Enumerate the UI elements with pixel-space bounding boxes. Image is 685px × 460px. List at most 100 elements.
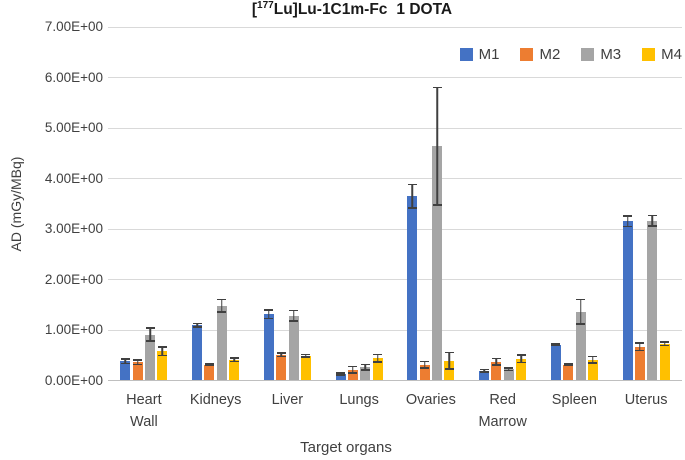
error-bar-bottom-cap [432, 204, 442, 207]
bar-m3-red-marrow [503, 369, 514, 380]
bar-m3-heart-wall [145, 334, 156, 380]
error-bar-m4-spleen [588, 355, 598, 364]
bar-m2-heart-wall [132, 362, 143, 380]
x-category-label-spleen: Spleen [551, 392, 597, 408]
error-bar-stem [339, 371, 342, 376]
legend: M1 M2 M3 M4 [459, 46, 682, 63]
error-bar-top-cap [660, 341, 670, 343]
error-bar-top-cap [276, 352, 286, 354]
error-bar-m1-ovaries [407, 183, 417, 210]
error-bar-stem [292, 309, 295, 322]
gridline-6 [108, 77, 682, 79]
error-bar-m4-kidneys [229, 357, 239, 363]
error-bar-m2-red-marrow [491, 357, 501, 366]
error-bar-m1-heart-wall [120, 358, 130, 365]
error-bar-top-cap [348, 365, 358, 368]
error-bar-stem [626, 215, 629, 228]
error-bar-stem [376, 353, 379, 363]
error-bar-stem [364, 363, 367, 371]
error-bar-m1-liver [264, 309, 274, 320]
error-bar-top-cap [145, 327, 155, 330]
y-tick-label-6: 6.00E+00 [44, 69, 103, 85]
error-bar-top-cap [217, 298, 227, 301]
plot-area [108, 26, 682, 381]
bar-m3-ovaries [432, 146, 443, 380]
x-category-label-liver: Liver [271, 392, 304, 408]
error-bar-top-cap [588, 355, 598, 358]
bar-m3-liver [288, 315, 299, 380]
error-bar-m4-heart-wall [157, 346, 167, 357]
legend-swatch-m2-icon [520, 48, 534, 61]
bar-m2-kidneys [204, 364, 215, 380]
y-tick-label-4: 4.00E+00 [44, 170, 103, 186]
error-bar-top-cap [289, 309, 299, 312]
error-bar-top-cap [635, 342, 645, 344]
bar-m1-kidneys [192, 325, 203, 380]
bar-m1-ovaries [407, 196, 418, 380]
error-bar-m1-uterus [623, 215, 633, 228]
y-tick-label-7: 7.00E+00 [44, 19, 103, 34]
error-bar-bottom-cap [479, 371, 489, 373]
bar-m1-heart-wall [120, 361, 131, 380]
y-tick-label-0: 0.00E+00 [44, 373, 103, 388]
error-bar-m2-kidneys [204, 363, 214, 367]
error-bar-bottom-cap [491, 364, 501, 366]
bar-m1-liver [263, 314, 274, 380]
error-bar-stem [639, 342, 641, 352]
error-bar-top-cap [479, 368, 489, 371]
error-bar-top-cap [551, 343, 561, 345]
error-bar-stem [423, 360, 426, 369]
error-bar-stem [305, 353, 307, 358]
bar-m4-heart-wall [157, 351, 168, 380]
bar-m4-liver [300, 355, 311, 380]
error-bar-bottom-cap [348, 372, 358, 374]
title-isotope-superscript: 177 [257, 0, 274, 11]
error-bar-stem [136, 359, 139, 366]
error-bar-bottom-cap [660, 344, 670, 347]
error-bar-stem [508, 367, 510, 372]
legend-label-m3: M3 [600, 46, 622, 63]
error-bar-stem [520, 354, 522, 364]
bar-m4-red-marrow [516, 358, 527, 380]
error-bar-bottom-cap [229, 360, 239, 363]
error-bar-m4-ovaries [444, 351, 454, 370]
error-bar-stem [663, 341, 666, 347]
error-bar-bottom-cap [276, 355, 286, 358]
error-bar-top-cap [120, 358, 130, 360]
legend-item-m2: M2 [520, 46, 560, 63]
x-category-label-lungs: Lungs [339, 392, 379, 408]
error-bar-bottom-cap [289, 320, 299, 322]
error-bar-m4-lungs [373, 353, 383, 363]
error-bar-stem [592, 355, 594, 364]
x-category-label-red-marrow: Red Marrow [478, 392, 527, 430]
x-axis-title: Target organs [300, 439, 392, 456]
error-bar-top-cap [647, 214, 657, 217]
bar-m4-ovaries [444, 360, 455, 380]
bar-m1-spleen [550, 344, 561, 380]
error-bar-top-cap [336, 371, 346, 374]
bar-m3-kidneys [216, 305, 227, 380]
error-bar-m4-uterus [660, 341, 670, 347]
error-bar-top-cap [563, 363, 573, 365]
bar-m2-liver [276, 354, 287, 380]
error-bar-m2-liver [276, 352, 286, 358]
error-bar-bottom-cap [504, 369, 514, 372]
bar-m4-uterus [659, 343, 670, 380]
error-bar-top-cap [516, 354, 526, 356]
bar-m2-uterus [634, 346, 645, 380]
error-bar-top-cap [420, 360, 430, 363]
error-bar-stem [161, 346, 164, 357]
legend-item-m1: M1 [459, 46, 499, 63]
error-bar-m3-ovaries [432, 86, 442, 207]
error-bar-bottom-cap [516, 361, 526, 364]
title-suffix: 1 DOTA [396, 1, 453, 19]
error-bar-m3-red-marrow [504, 367, 514, 372]
error-bar-bottom-cap [192, 326, 202, 328]
x-category-label-uterus: Uterus [624, 392, 668, 408]
error-bar-stem [149, 327, 151, 342]
error-bar-top-cap [192, 322, 202, 325]
bar-m4-spleen [587, 359, 598, 380]
y-tick-label-2: 2.00E+00 [44, 271, 103, 287]
error-bar-stem [448, 351, 451, 370]
bar-m1-lungs [335, 373, 346, 380]
